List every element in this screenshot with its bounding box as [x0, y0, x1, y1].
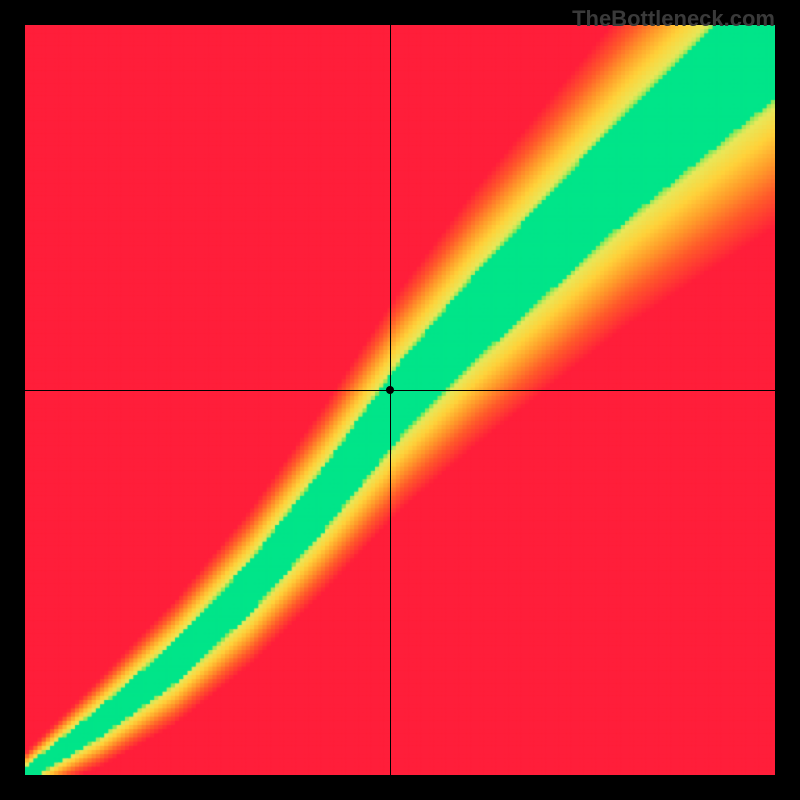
bottleneck-heatmap: [25, 25, 775, 775]
marker-dot: [386, 386, 394, 394]
crosshair-horizontal: [25, 390, 775, 391]
watermark: TheBottleneck.com: [572, 6, 775, 32]
crosshair-vertical: [390, 25, 391, 775]
heatmap-canvas: [25, 25, 775, 775]
